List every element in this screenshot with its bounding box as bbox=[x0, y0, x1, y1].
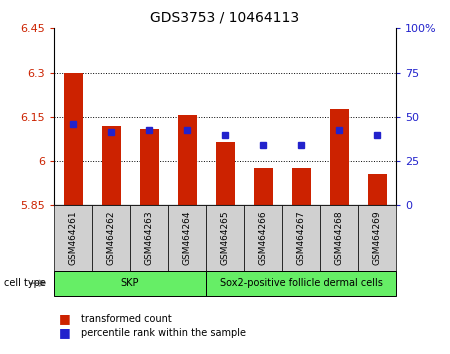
Text: GSM464261: GSM464261 bbox=[68, 211, 77, 266]
Text: SKP: SKP bbox=[121, 278, 139, 288]
Bar bbox=[63, 73, 82, 205]
Text: percentile rank within the sample: percentile rank within the sample bbox=[81, 328, 246, 338]
Bar bbox=[329, 109, 348, 205]
Text: GSM464268: GSM464268 bbox=[334, 211, 343, 266]
Bar bbox=[140, 129, 158, 205]
Text: GSM464263: GSM464263 bbox=[144, 211, 153, 266]
Text: GSM464265: GSM464265 bbox=[220, 211, 230, 266]
Text: GSM464269: GSM464269 bbox=[373, 211, 382, 266]
Bar bbox=[292, 169, 310, 205]
Bar bbox=[216, 142, 234, 205]
Bar bbox=[102, 126, 121, 205]
Text: ■: ■ bbox=[58, 326, 70, 339]
Text: transformed count: transformed count bbox=[81, 314, 172, 324]
Bar bbox=[368, 174, 387, 205]
Text: GSM464267: GSM464267 bbox=[297, 211, 306, 266]
Text: GSM464262: GSM464262 bbox=[107, 211, 116, 265]
Bar bbox=[177, 115, 197, 205]
Text: cell type: cell type bbox=[4, 278, 46, 288]
Text: GSM464266: GSM464266 bbox=[258, 211, 267, 266]
Text: Sox2-positive follicle dermal cells: Sox2-positive follicle dermal cells bbox=[220, 278, 382, 288]
Text: ■: ■ bbox=[58, 312, 70, 325]
Bar bbox=[253, 169, 273, 205]
Title: GDS3753 / 10464113: GDS3753 / 10464113 bbox=[150, 10, 300, 24]
Text: GSM464264: GSM464264 bbox=[183, 211, 192, 265]
